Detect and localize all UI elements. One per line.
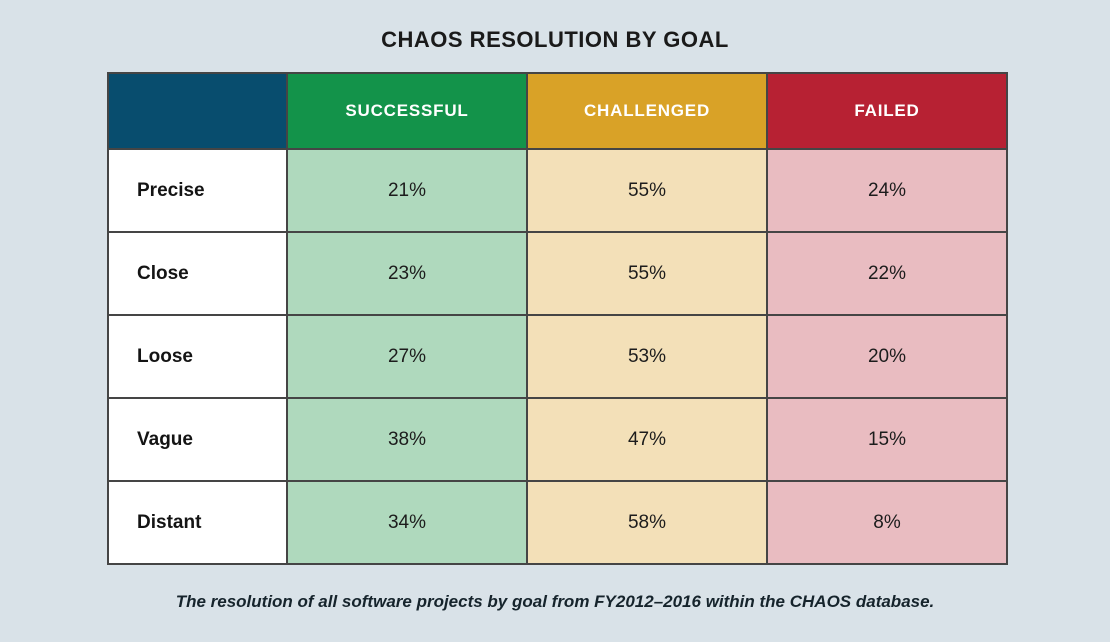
cell-vague-successful: 38%	[286, 397, 528, 482]
table-row-distant: Distant 34% 58% 8%	[107, 480, 1008, 565]
table-row-close: Close 23% 55% 22%	[107, 231, 1008, 316]
cell-close-successful: 23%	[286, 231, 528, 316]
row-label-loose: Loose	[107, 314, 288, 399]
cell-vague-failed: 15%	[766, 397, 1008, 482]
table-row-loose: Loose 27% 53% 20%	[107, 314, 1008, 399]
cell-loose-challenged: 53%	[526, 314, 768, 399]
table-row-vague: Vague 38% 47% 15%	[107, 397, 1008, 482]
chart-title: CHAOS RESOLUTION BY GOAL	[381, 27, 729, 52]
cell-distant-failed: 8%	[766, 480, 1008, 565]
cell-precise-challenged: 55%	[526, 148, 768, 233]
row-label-close: Close	[107, 231, 288, 316]
cell-distant-challenged: 58%	[526, 480, 768, 565]
cell-close-failed: 22%	[766, 231, 1008, 316]
cell-close-challenged: 55%	[526, 231, 768, 316]
cell-distant-successful: 34%	[286, 480, 528, 565]
chart-caption: The resolution of all software projects …	[175, 592, 935, 611]
row-label-vague: Vague	[107, 397, 288, 482]
cell-precise-failed: 24%	[766, 148, 1008, 233]
table-row-precise: Precise 21% 55% 24%	[107, 148, 1008, 233]
chaos-resolution-table: SUCCESSFUL CHALLENGED FAILED Precise 21%…	[107, 72, 1008, 565]
column-header-challenged: CHALLENGED	[526, 72, 768, 150]
header-row: SUCCESSFUL CHALLENGED FAILED	[107, 72, 1008, 150]
cell-vague-challenged: 47%	[526, 397, 768, 482]
column-header-failed: FAILED	[766, 72, 1008, 150]
cell-precise-successful: 21%	[286, 148, 528, 233]
cell-loose-failed: 20%	[766, 314, 1008, 399]
corner-cell	[107, 72, 288, 150]
column-header-successful: SUCCESSFUL	[286, 72, 528, 150]
cell-loose-successful: 27%	[286, 314, 528, 399]
row-label-distant: Distant	[107, 480, 288, 565]
row-label-precise: Precise	[107, 148, 288, 233]
